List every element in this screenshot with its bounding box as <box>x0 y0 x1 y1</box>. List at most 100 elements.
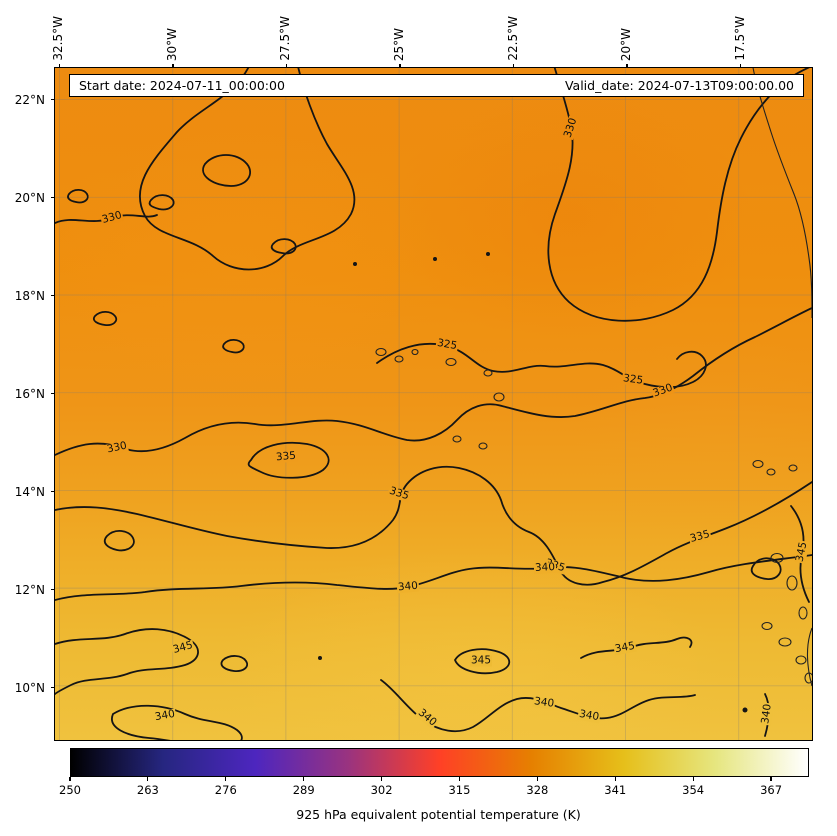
y-tick-mark <box>50 99 55 101</box>
x-tick-label: 27.5°W <box>278 16 293 61</box>
contour-blob-n <box>270 238 297 255</box>
x-tick-label: 20°W <box>619 27 634 61</box>
contour-345-rightcenter <box>580 636 693 659</box>
x-tick-label: 32.5°W <box>51 16 66 61</box>
y-tick-label: 14°N <box>14 484 45 499</box>
y-tick-label: 10°N <box>14 680 45 695</box>
contour-blob-w <box>222 338 245 354</box>
colorbar <box>70 748 809 777</box>
x-tick-mark <box>399 63 401 68</box>
island <box>394 355 404 363</box>
contour-330-nw-inner <box>202 154 252 187</box>
coastline-west-africa <box>752 68 812 319</box>
island-specks <box>318 252 748 713</box>
map-bg <box>55 68 812 740</box>
colorbar-ticklabels: 250 263 276 289 302 315 328 341 354 367 <box>59 783 807 799</box>
island <box>778 637 792 647</box>
speck <box>742 707 748 713</box>
colorbar-tick-label: 250 <box>59 783 81 797</box>
x-tick-mark <box>626 63 628 68</box>
x-tick-mark <box>172 63 174 68</box>
island <box>411 348 419 356</box>
island <box>452 435 462 443</box>
contour-345-center <box>454 648 511 675</box>
island <box>478 442 488 450</box>
y-tick-mark <box>50 589 55 591</box>
x-tick-mark <box>512 63 515 68</box>
x-tick-label: 30°W <box>165 27 180 61</box>
y-tick-label: 22°N <box>14 92 45 107</box>
contour-335-main <box>55 465 812 586</box>
colorbar-tick-mark <box>536 776 538 781</box>
island <box>786 575 798 591</box>
island <box>788 464 798 472</box>
contour-blob-left1 <box>103 530 135 552</box>
contour-335-loop <box>247 441 330 479</box>
graticule <box>55 68 812 740</box>
contour-340-main <box>55 554 812 601</box>
island <box>761 621 773 631</box>
colorbar-tick-label: 276 <box>214 783 237 797</box>
y-tick-mark <box>50 687 55 689</box>
colorbar-tick-mark <box>770 776 772 781</box>
valid-date-label: Valid_date: 2024-07-13T09:00:00.00 <box>564 78 794 93</box>
map-plot: 330 330 325 325 330 330 335 335 335 335 340 340 345 3… <box>54 67 813 741</box>
colorbar-tick-mark <box>69 776 71 781</box>
x-tick-label: 25°W <box>392 27 407 61</box>
x-tick-mark <box>285 63 288 68</box>
island <box>483 369 493 377</box>
coastline-south <box>806 627 812 687</box>
contour-blob-left2 <box>92 310 118 327</box>
top-axis: 32.5°W 30°W 27.5°W 25°W 22.5°W 20°W 17.5°W <box>51 0 814 68</box>
y-tick-label: 20°N <box>14 190 45 205</box>
colorbar-tick-mark <box>147 776 149 781</box>
colorbar-tick-mark <box>225 776 227 781</box>
island <box>770 552 784 564</box>
speck <box>486 252 490 256</box>
contour-blob-right <box>750 557 782 580</box>
island <box>766 468 776 476</box>
x-tick-mark <box>739 63 742 68</box>
colorbar-tick-label: 289 <box>292 783 315 797</box>
contour-blob-nw2 <box>148 194 175 211</box>
y-tick-mark <box>50 393 55 395</box>
map-svg <box>55 68 812 740</box>
contour-330-main <box>55 307 812 456</box>
y-tick-mark <box>50 197 55 199</box>
y-tick-mark <box>50 295 55 297</box>
speck <box>318 656 322 660</box>
y-tick-label: 16°N <box>14 386 45 401</box>
x-tick-label: 22.5°W <box>505 16 520 61</box>
title-strip: Start date: 2024-07-11_00:00:00 Valid_da… <box>69 74 804 97</box>
colorbar-tick-mark <box>692 776 694 781</box>
island <box>445 357 457 367</box>
colorbar-tick-label: 354 <box>682 783 705 797</box>
contour-325-main <box>376 342 707 389</box>
contour-blob-nw1 <box>67 188 89 204</box>
contour-330-nw <box>55 214 158 224</box>
colorbar-tick-label: 341 <box>604 783 627 797</box>
colorbar-ticks <box>69 776 807 783</box>
coastlines-islands <box>375 68 812 687</box>
speck <box>433 257 437 261</box>
y-tick-label: 18°N <box>14 288 45 303</box>
contour-345-rightedge <box>790 505 810 603</box>
contour-330-ne <box>547 68 810 322</box>
y-tick-mark <box>50 491 55 493</box>
island <box>795 655 807 665</box>
contour-340-bottomcenter <box>380 679 696 733</box>
contour-lines <box>55 68 812 740</box>
island <box>375 347 387 357</box>
colorbar-title: 925 hPa equivalent potential temperature… <box>296 807 581 822</box>
colorbar-gradient <box>71 749 808 776</box>
island <box>798 606 808 620</box>
island <box>493 392 505 402</box>
colorbar-tick-mark <box>303 776 305 781</box>
colorbar-tick-label: 367 <box>760 783 783 797</box>
contour-340-bottomleft <box>111 704 243 740</box>
x-tick-mark <box>58 63 61 68</box>
colorbar-tick-mark <box>614 776 616 781</box>
island <box>804 672 812 684</box>
x-tick-label: 17.5°W <box>732 16 747 61</box>
